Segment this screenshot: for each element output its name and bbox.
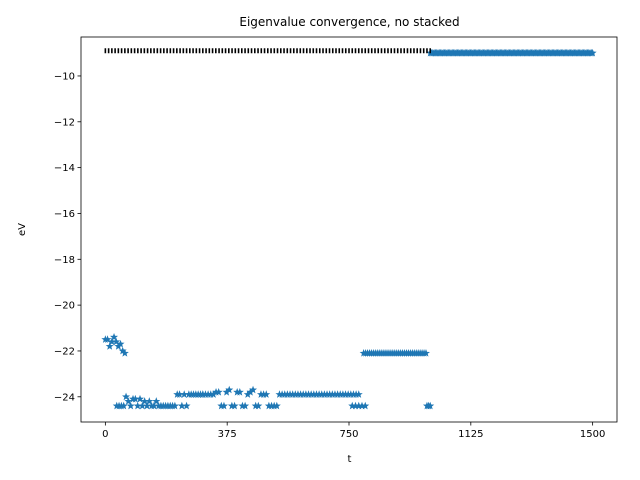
data-point xyxy=(272,401,281,410)
data-point xyxy=(119,401,128,410)
data-point xyxy=(230,401,239,410)
data-point xyxy=(133,401,142,410)
data-point xyxy=(421,349,430,357)
data-point xyxy=(136,394,144,403)
data-point xyxy=(112,337,121,346)
data-point xyxy=(351,401,360,410)
data-point xyxy=(361,401,370,410)
data-point xyxy=(222,388,231,396)
data-point xyxy=(114,342,123,350)
y-axis-ticks: −24 −22 −20 −18 −16 −14 −12 −10 xyxy=(54,71,81,403)
data-point xyxy=(145,397,154,405)
data-point xyxy=(138,401,147,410)
data-point xyxy=(348,401,357,410)
data-point xyxy=(182,401,191,410)
series-stars xyxy=(101,48,597,410)
data-point xyxy=(175,390,184,398)
series-reference-ticks xyxy=(104,48,432,54)
data-point xyxy=(358,401,366,410)
data-point xyxy=(118,346,127,355)
data-point xyxy=(105,342,114,350)
data-point xyxy=(426,401,435,410)
data-point xyxy=(214,388,223,396)
data-point xyxy=(149,401,158,410)
data-point xyxy=(177,401,186,410)
data-point xyxy=(235,388,244,396)
data-marks xyxy=(101,48,597,410)
data-point xyxy=(126,401,135,410)
data-point xyxy=(140,397,149,405)
x-axis-ticks: 0 375 750 1125 1500 xyxy=(102,422,605,440)
data-point xyxy=(246,388,255,396)
data-point xyxy=(225,385,234,394)
x-tick-label: 750 xyxy=(339,429,358,440)
y-tick-label: −24 xyxy=(54,392,75,403)
y-tick-label: −12 xyxy=(54,117,75,128)
y-axis-label: eV xyxy=(17,223,28,236)
data-point xyxy=(103,335,112,343)
data-point xyxy=(241,401,250,410)
x-tick-label: 375 xyxy=(218,429,237,440)
data-point xyxy=(110,333,119,341)
data-point xyxy=(116,339,125,348)
data-point xyxy=(354,390,363,398)
data-point xyxy=(209,390,218,398)
data-point xyxy=(120,349,129,357)
x-axis-label: t xyxy=(348,454,352,465)
y-tick-label: −18 xyxy=(54,255,75,266)
data-point xyxy=(152,397,161,405)
data-point xyxy=(254,401,263,410)
data-point xyxy=(249,385,258,394)
x-tick-label: 1500 xyxy=(580,429,605,440)
data-point xyxy=(131,394,140,403)
data-point xyxy=(180,390,189,398)
data-point xyxy=(124,397,133,405)
y-tick-label: −22 xyxy=(54,346,75,357)
y-tick-label: −10 xyxy=(54,71,75,82)
data-point xyxy=(262,390,271,398)
y-tick-label: −14 xyxy=(54,163,75,174)
x-tick-label: 0 xyxy=(102,429,108,440)
data-point xyxy=(243,390,252,398)
data-point xyxy=(588,48,597,57)
x-tick-label: 1125 xyxy=(458,429,483,440)
data-point xyxy=(354,401,363,410)
data-point xyxy=(142,401,151,410)
data-point xyxy=(170,401,179,410)
y-tick-label: −16 xyxy=(54,209,75,220)
plot-area xyxy=(101,48,597,410)
chart-title: Eigenvalue convergence, no stacked xyxy=(239,15,459,29)
y-tick-label: −20 xyxy=(54,301,75,312)
data-point xyxy=(122,392,131,401)
data-point xyxy=(219,401,228,410)
data-point xyxy=(107,337,116,346)
